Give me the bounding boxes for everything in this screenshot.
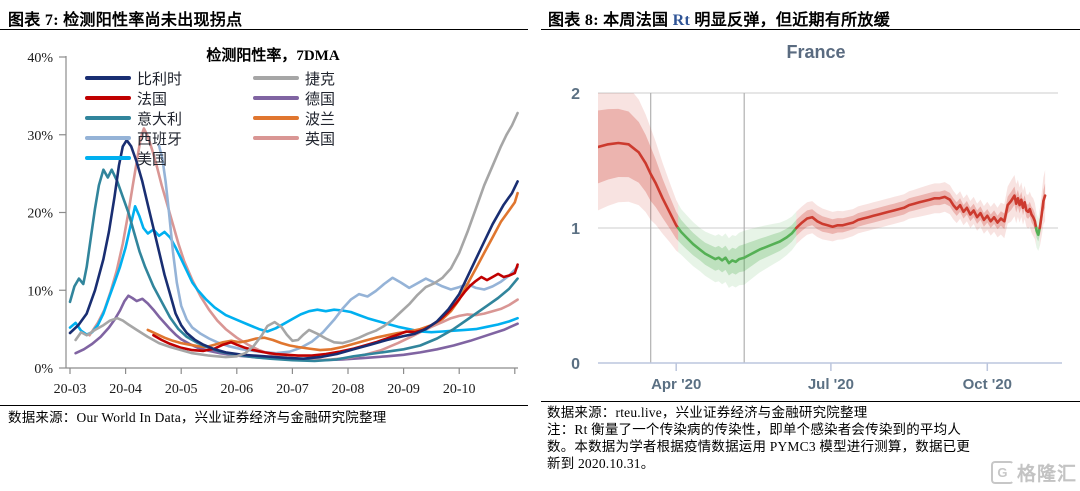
figure7-source-note: 数据来源：Our World In Data，兴业证券经济与金融研究院整理 (8, 410, 387, 425)
figure8-header-suffix: 明显反弹，但近期有所放缓 (690, 12, 891, 29)
y-axis-tick-label: 1 (571, 221, 580, 238)
gelonghui-logo-text: 格隆汇 (1016, 464, 1077, 485)
figure8-panel: 图表 8: 本周法国 Rt 明显反弹，但近期有所放缓 France Apr '2… (540, 0, 1080, 491)
x-axis-tick-label: 20-04 (109, 382, 142, 397)
x-axis-tick-label: 20-10 (443, 382, 476, 397)
x-axis-tick-label: 20-09 (387, 382, 420, 397)
gelonghui-watermark: G 格隆汇 (990, 459, 1077, 486)
gelonghui-logo-icon: G (990, 461, 1014, 484)
rt-line-segment (1034, 226, 1042, 237)
figure8-footer-rule (541, 401, 1080, 402)
series-line-poland (146, 191, 519, 352)
series-line-czech (74, 111, 519, 359)
y-axis-tick-label: 40% (27, 51, 53, 66)
rt-confidence-band-outer (796, 175, 1037, 246)
rt-plot-group (598, 93, 1047, 288)
y-axis-tick-label: 20% (27, 207, 53, 222)
y-axis-tick-label: 30% (27, 129, 53, 144)
x-axis-tick-label: 20-07 (276, 382, 309, 397)
series-line-belgium (68, 138, 519, 361)
figure7-header-rule (0, 29, 528, 30)
rt-confidence-band-inner (678, 215, 797, 276)
rt-line-segment (676, 226, 798, 265)
x-axis-tick-label: Apr '20 (651, 376, 701, 393)
figure8-header-rt: Rt (672, 12, 691, 29)
y-axis-tick-label: 10% (27, 284, 53, 299)
rt-confidence-band-inner (796, 186, 1037, 237)
figure8-header-prefix: 图表 8: 本周法国 (548, 12, 673, 29)
rt-line-segment (1038, 194, 1047, 230)
rt-chart-title: France (786, 42, 846, 62)
y-axis-tick-label: 0% (34, 362, 53, 377)
figure8-note-line-2: 数。本数据为学者根据疫情数据运用 PYMC3 模型进行测算，数据已更 (547, 439, 971, 454)
series-line-italy (68, 168, 519, 363)
rt-confidence-band-outer (678, 203, 797, 288)
figure8-header: 图表 8: 本周法国 Rt 明显反弹，但近期有所放缓 (548, 6, 890, 30)
x-axis-tick-label: 20-05 (165, 382, 198, 397)
rt-line-segment (598, 141, 680, 230)
series-line-spain (157, 144, 519, 355)
x-axis-tick-label: 20-03 (54, 382, 87, 397)
x-axis-tick-label: Jul '20 (808, 376, 854, 393)
figure7-footer-rule (0, 405, 528, 406)
rt-line-segment (794, 194, 1038, 230)
x-axis-tick-label: 20-06 (220, 382, 253, 397)
rt-confidence-band-outer (598, 93, 679, 253)
y-axis-tick-label: 0 (571, 356, 580, 373)
figure8-header-rule (541, 29, 1080, 30)
y-axis-tick-label: 2 (571, 86, 580, 103)
x-axis-tick-label: Oct '20 (963, 376, 1012, 393)
rt-chart: Apr '20 Jul '20 Oct '20 0 1 2 (571, 86, 1062, 393)
figure7-panel: 图表 7: 检测阳性率尚未出现拐点 0% 10% 20% 30% 40% 20-03 20-… (0, 12, 528, 425)
figure8-note-line-3: 新到 2020.10.31。 (547, 456, 655, 471)
x-axis-tick-label: 20-08 (332, 382, 365, 397)
rt-confidence-band-outer (1036, 209, 1040, 251)
figure8-source-line: 数据来源：rteu.live，兴业证券经济与金融研究院整理 (547, 405, 868, 420)
figure8-note-line-1: 注：Rt 衡量了一个传染病的传染性，即单个感染者会传染到的平均人 (547, 422, 962, 437)
figure8-source-note: 数据来源：rteu.live，兴业证券经济与金融研究院整理 注：Rt 衡量了一个… (547, 404, 1057, 472)
figure7-header: 图表 7: 检测阳性率尚未出现拐点 (8, 12, 243, 29)
positivity-rate-chart: 0% 10% 20% 30% 40% 20-03 20-04 20-05 20-06 20-07 2… (27, 51, 519, 397)
series-line-uk (88, 127, 519, 362)
